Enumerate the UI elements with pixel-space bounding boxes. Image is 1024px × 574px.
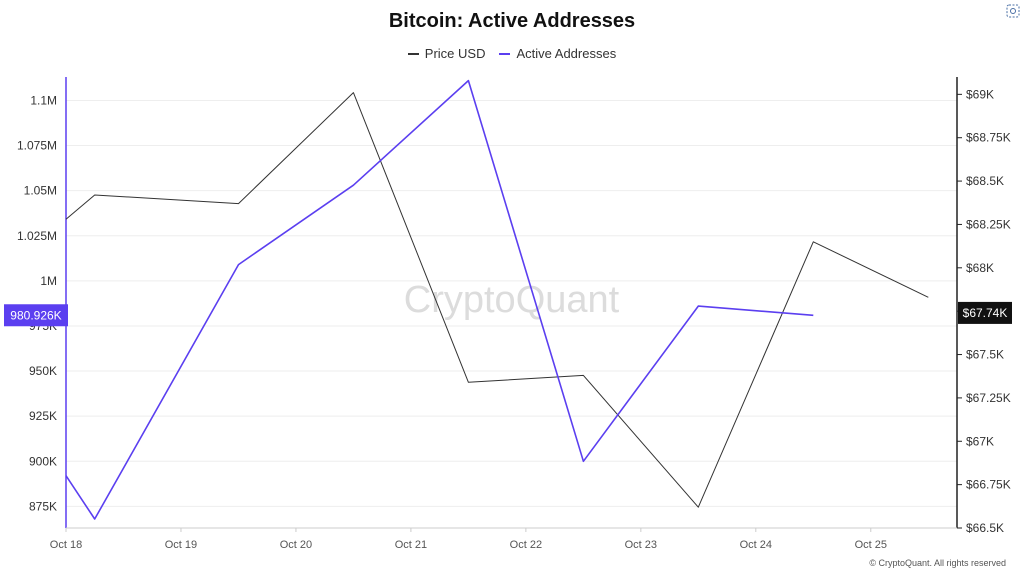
legend-item-price[interactable]: Price USD (407, 46, 486, 61)
legend-swatch-price (407, 52, 419, 55)
left-tick-label: 925K (29, 409, 57, 423)
credit-text: © CryptoQuant. All rights reserved (869, 558, 1006, 568)
left-value-badge (4, 304, 68, 327)
right-tick-label: $66.75K (966, 478, 1011, 492)
x-tick-label: Oct 23 (625, 539, 657, 551)
left-tick-label: 1.075M (17, 139, 57, 153)
chart-legend: Price USD Active Addresses (0, 46, 1024, 61)
right-tick-label: $68.5K (966, 174, 1004, 188)
legend-swatch-active-addresses (499, 52, 511, 55)
x-tick-label: Oct 25 (855, 539, 887, 551)
left-tick-label: 900K (29, 454, 57, 468)
right-tick-label: $67.25K (966, 391, 1011, 405)
right-tick-label: $69K (966, 87, 994, 101)
legend-item-active-addresses[interactable]: Active Addresses (499, 46, 616, 61)
chart-title: Bitcoin: Active Addresses (388, 10, 636, 32)
right-tick-label: $67K (966, 434, 994, 448)
series-line-price-usd (65, 92, 929, 508)
right-tick-label: $67.5K (966, 348, 1004, 362)
x-tick-label: Oct 19 (165, 539, 197, 551)
x-tick-label: Oct 22 (510, 539, 542, 551)
right-tick-label: $68K (966, 261, 994, 275)
x-tick-label: Oct 20 (280, 539, 312, 551)
right-tick-label: $66.5K (966, 521, 1004, 535)
legend-label-price: Price USD (424, 46, 486, 61)
x-tick-label: Oct 24 (740, 539, 772, 551)
left-tick-label: 875K (29, 499, 57, 513)
left-value-badge-label: 980.926K (10, 308, 61, 322)
x-tick-label: Oct 21 (395, 539, 427, 551)
series-line-active-addresses (65, 79, 814, 520)
right-value-badge-label: $67.74K (963, 306, 1008, 320)
x-tick-label: Oct 18 (50, 539, 82, 551)
legend-label-active-addresses: Active Addresses (516, 46, 617, 61)
camera-icon[interactable] (1006, 4, 1020, 18)
right-value-badge (958, 301, 1012, 324)
right-tick-label: $68.25K (966, 217, 1011, 231)
left-tick-label: 1.05M (24, 184, 57, 198)
left-tick-label: 1.025M (17, 229, 57, 243)
watermark: CryptoQuant (404, 279, 620, 321)
left-tick-label: 1.1M (30, 93, 57, 107)
right-tick-label: $68.75K (966, 131, 1011, 145)
left-tick-label: 950K (29, 364, 57, 378)
left-tick-label: 1M (40, 274, 57, 288)
